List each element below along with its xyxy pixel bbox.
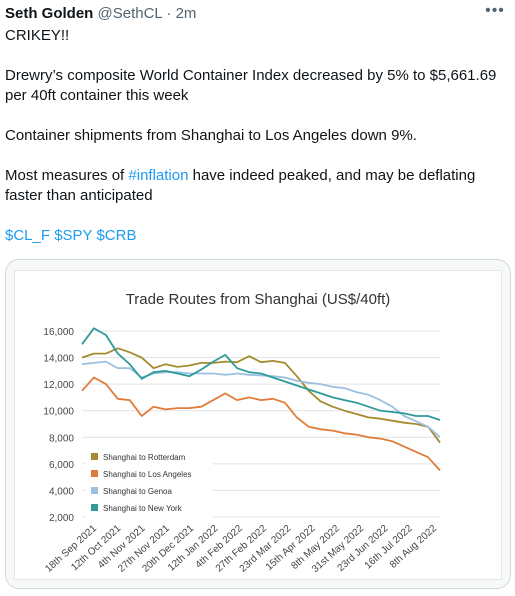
cashtag-link-crb[interactable]: $CRB <box>96 227 137 244</box>
cashtag-link-spy[interactable]: $SPY <box>54 227 93 244</box>
legend-background <box>85 449 213 519</box>
legend-swatch <box>91 470 98 477</box>
paragraph-4-text-after: have indeed peaked, and may be deflating… <box>5 167 480 204</box>
series-line <box>81 376 441 472</box>
y-tick-label: 2,000 <box>49 513 74 524</box>
author-name[interactable]: Seth Golden <box>5 5 94 22</box>
tweet-timestamp[interactable]: 2m <box>175 5 197 22</box>
tweet-body: CRIKEY!! Drewry’s composite World Contai… <box>5 26 505 266</box>
tweet-paragraph-2: Drewry’s composite World Container Index… <box>5 67 501 104</box>
tweet-paragraph-1: CRIKEY!! <box>5 27 70 44</box>
more-horizontal-icon[interactable]: ••• <box>485 2 505 19</box>
legend-swatch <box>91 504 98 511</box>
hashtag-inflation-link[interactable]: #inflation <box>128 167 189 184</box>
legend-label: Shanghai to Genoa <box>103 487 172 496</box>
paragraph-4-text-before: Most measures of <box>5 167 129 184</box>
tweet-paragraph-4: Most measures of #inflation have indeed … <box>5 166 505 206</box>
cashtags-line: $CL_F $SPY $CRB <box>5 226 505 246</box>
y-tick-label: 10,000 <box>43 407 74 418</box>
chart-title: Trade Routes from Shanghai (US$/40ft) <box>126 291 391 308</box>
chart-image: Trade Routes from Shanghai (US$/40ft) 2,… <box>14 270 502 580</box>
y-tick-label: 14,000 <box>43 354 74 365</box>
legend-label: Shanghai to Rotterdam <box>103 453 186 462</box>
tweet-header: Seth Golden @SethCL · 2m ••• <box>5 2 515 26</box>
chart-legend: Shanghai to Rotterdam Shanghai to Los Ang… <box>85 449 213 519</box>
legend-swatch <box>91 487 98 494</box>
legend-label: Shanghai to New York <box>103 504 183 513</box>
y-tick-label: 12,000 <box>43 380 74 391</box>
cashtag-link-clf[interactable]: $CL_F <box>5 227 51 244</box>
y-tick-label: 6,000 <box>49 460 74 471</box>
tweet-paragraph-3: Container shipments from Shanghai to Los… <box>5 127 417 144</box>
series-line <box>81 347 441 444</box>
chart-series <box>81 327 441 472</box>
y-tick-label: 16,000 <box>43 327 74 338</box>
trade-routes-chart: Trade Routes from Shanghai (US$/40ft) 2,… <box>43 291 441 575</box>
y-tick-label: 8,000 <box>49 433 74 444</box>
y-tick-label: 4,000 <box>49 486 74 497</box>
media-card[interactable]: Trade Routes from Shanghai (US$/40ft) 2,… <box>5 259 511 589</box>
author-handle[interactable]: @SethCL <box>97 5 163 22</box>
legend-label: Shanghai to Los Angeles <box>103 470 192 479</box>
legend-swatch <box>91 453 98 460</box>
header-separator: · <box>166 5 172 22</box>
y-axis-ticks: 2,000 4,000 6,000 8,000 10,000 12,000 14,000 16… <box>43 327 74 524</box>
series-line <box>81 327 441 421</box>
